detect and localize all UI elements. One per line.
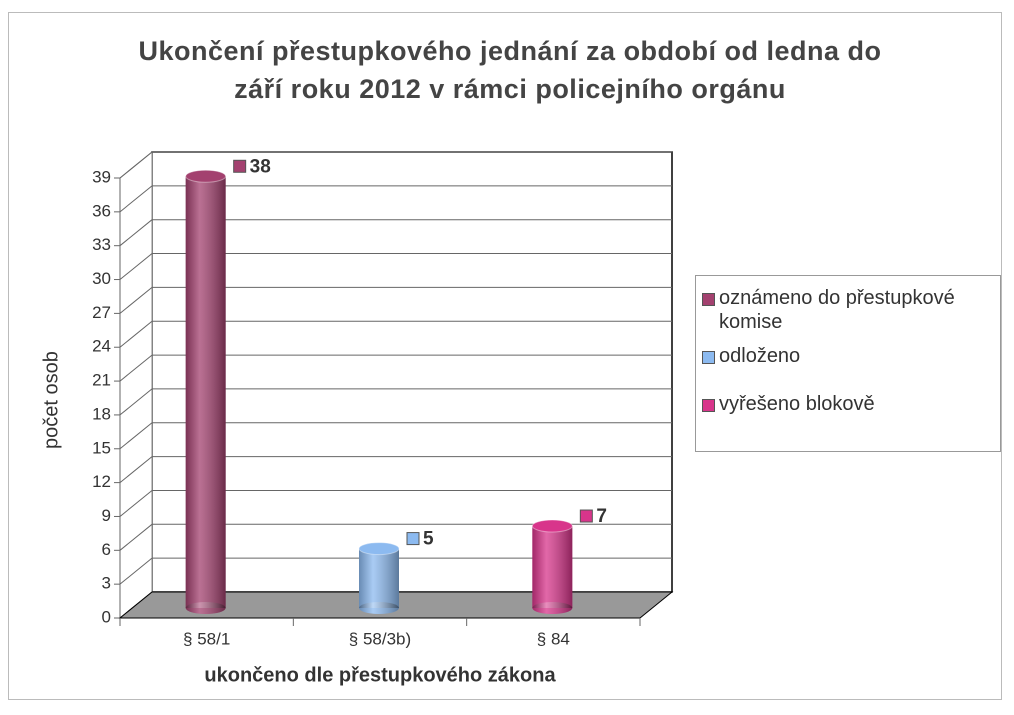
cylinder-bottom-shade <box>359 602 399 614</box>
grid-line-side <box>119 354 153 382</box>
grid-line-side <box>119 151 153 179</box>
legend-swatch <box>702 399 715 412</box>
x-axis-label: ukončeno dle přestupkového zákona <box>204 664 556 686</box>
data-label: 5 <box>423 529 434 550</box>
legend: oznámeno do přestupkové komise odloženo vy… <box>695 275 1001 452</box>
cylinder <box>358 542 400 614</box>
grid-line-side <box>119 490 153 517</box>
legend-label: oznámeno do přestupkové komise <box>719 287 955 333</box>
grid-line-side <box>119 185 153 213</box>
grid-line-side <box>119 388 153 416</box>
y-tick-label: 15 <box>92 438 111 457</box>
cylinder-top <box>531 519 573 533</box>
grid-line-side <box>119 523 153 551</box>
legend-entry: oznámeno do přestupkové komise <box>702 286 994 334</box>
grid-line-side <box>119 219 153 247</box>
legend-swatch <box>702 351 715 364</box>
y-tick-label: 33 <box>92 235 111 254</box>
y-tick-label: 27 <box>92 303 111 322</box>
back-wall <box>151 151 673 593</box>
grid-line-side <box>119 557 153 585</box>
legend-label: vyřešeno blokově <box>719 393 875 415</box>
y-tick-label: 21 <box>92 371 111 390</box>
y-tick-label: 36 <box>92 201 111 220</box>
grid-line-side <box>119 320 153 348</box>
cylinder-top <box>358 542 400 556</box>
y-tick-label: 18 <box>92 404 111 423</box>
grid-line-side <box>119 456 153 484</box>
data-label-swatch <box>406 532 420 546</box>
cylinder <box>531 519 573 614</box>
cylinder-top <box>185 169 227 183</box>
x-tick-label: § 58/3b) <box>349 629 411 648</box>
y-tick-label: 12 <box>92 472 111 491</box>
y-tick-label: 6 <box>102 540 111 559</box>
grid-line-side <box>119 253 153 280</box>
grid-line-side <box>119 422 153 450</box>
cylinder <box>185 169 227 614</box>
y-tick-label: 24 <box>92 337 111 356</box>
y-tick-label: 30 <box>92 269 111 288</box>
y-axis-label: počet osob <box>40 351 62 449</box>
y-tick-label: 9 <box>102 506 111 525</box>
cylinder-shade <box>359 548 399 608</box>
cylinder-bottom-shade <box>532 602 573 614</box>
data-label-swatch <box>579 509 593 523</box>
data-label: 38 <box>250 156 271 177</box>
data-label: 7 <box>596 506 607 527</box>
y-tick-label: 39 <box>92 167 111 186</box>
grid-line-side <box>119 286 153 314</box>
y-tick-label: 0 <box>102 607 111 626</box>
x-tick-label: § 58/1 <box>183 629 230 648</box>
cylinder-shade <box>185 176 226 609</box>
legend-label: odloženo <box>719 345 801 367</box>
cylinder-shade <box>532 526 573 608</box>
chart-frame <box>8 12 1002 700</box>
data-label-swatch <box>233 159 247 173</box>
legend-entry: odloženo <box>702 344 994 368</box>
legend-entry: vyřešeno blokově <box>702 392 994 416</box>
y-tick-label: 3 <box>102 574 111 593</box>
chart-title: Ukončení přestupkového jednání za období… <box>138 36 882 104</box>
x-tick-label: § 84 <box>537 629 570 648</box>
side-wall <box>119 150 153 620</box>
cylinder-bottom-shade <box>185 602 226 614</box>
legend-swatch <box>702 293 715 306</box>
